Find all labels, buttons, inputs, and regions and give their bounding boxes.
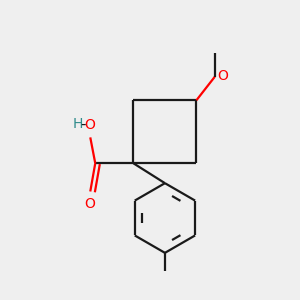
Text: O: O (217, 69, 228, 83)
Text: H: H (73, 117, 83, 131)
Text: O: O (84, 118, 95, 132)
Text: O: O (84, 197, 95, 212)
Text: -: - (81, 116, 86, 131)
